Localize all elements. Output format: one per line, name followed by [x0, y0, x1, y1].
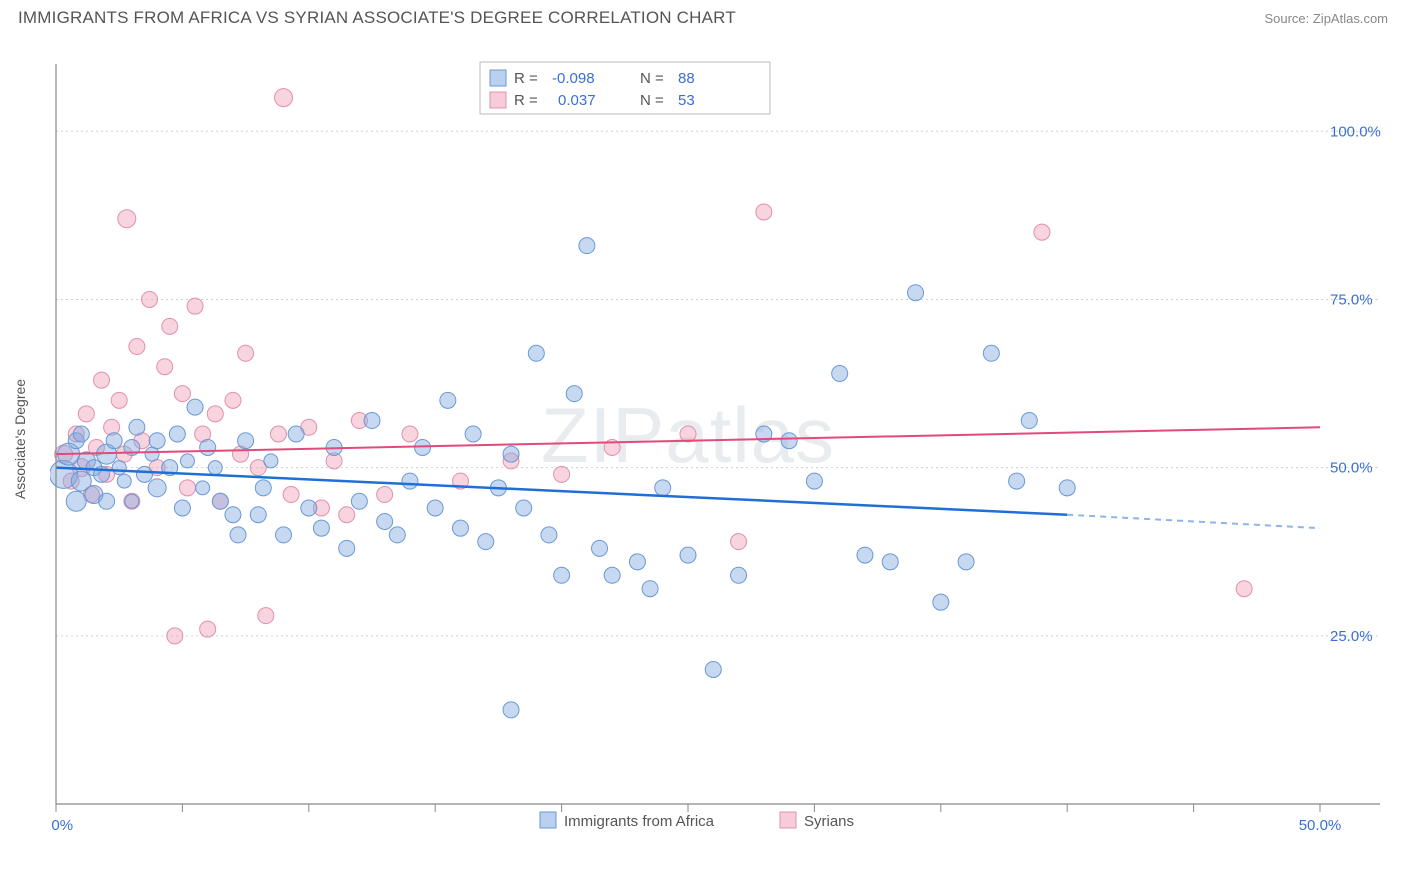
svg-text:R =: R = — [514, 70, 538, 87]
chart-area: Associate's Degree 25.0%50.0%75.0%100.0%… — [50, 44, 1390, 834]
svg-text:R =: R = — [514, 92, 538, 109]
svg-text:75.0%: 75.0% — [1330, 291, 1373, 308]
svg-text:0.037: 0.037 — [558, 92, 596, 109]
svg-text:53: 53 — [678, 92, 695, 109]
svg-text:50.0%: 50.0% — [1299, 817, 1342, 834]
svg-text:0.0%: 0.0% — [50, 817, 73, 834]
svg-text:25.0%: 25.0% — [1330, 628, 1373, 645]
y-axis-label: Associate's Degree — [12, 379, 28, 499]
svg-text:-0.098: -0.098 — [552, 70, 595, 87]
svg-text:88: 88 — [678, 70, 695, 87]
svg-text:N =: N = — [640, 70, 664, 87]
svg-text:Immigrants from Africa: Immigrants from Africa — [564, 813, 715, 830]
chart-title: IMMIGRANTS FROM AFRICA VS SYRIAN ASSOCIA… — [18, 8, 736, 28]
svg-text:100.0%: 100.0% — [1330, 123, 1381, 140]
scatter-chart: 25.0%50.0%75.0%100.0%ZIPatlas0.0%50.0%R … — [50, 44, 1390, 834]
svg-text:50.0%: 50.0% — [1330, 460, 1373, 477]
source-label: Source: ZipAtlas.com — [1264, 11, 1388, 26]
svg-text:N =: N = — [640, 92, 664, 109]
svg-text:Syrians: Syrians — [804, 813, 854, 830]
